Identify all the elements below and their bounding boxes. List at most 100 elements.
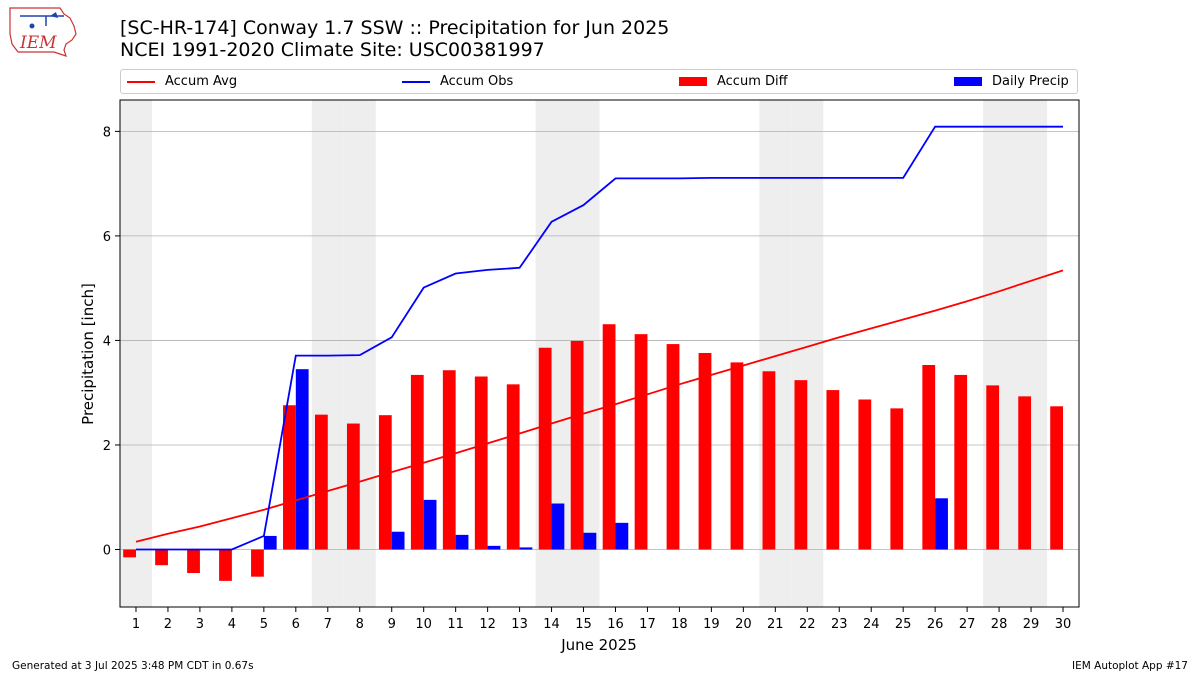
- accum-diff-bar-4: [219, 549, 232, 581]
- x-tick-label-23: 23: [831, 617, 848, 632]
- legend-item-accum-obs: Accum Obs: [402, 70, 513, 93]
- x-tick-label-27: 27: [959, 617, 976, 632]
- x-tick-label-6: 6: [292, 617, 300, 632]
- x-tick-label-10: 10: [415, 617, 432, 632]
- x-tick-label-14: 14: [543, 617, 560, 632]
- x-tick-label-17: 17: [639, 617, 656, 632]
- legend-label-daily-precip: Daily Precip: [992, 74, 1069, 89]
- legend-label-accum-obs: Accum Obs: [440, 74, 514, 89]
- x-tick-label-7: 7: [324, 617, 332, 632]
- accum-diff-bar-6: [283, 405, 296, 550]
- plot-frame: [119, 99, 1080, 608]
- weekend-band-14: [535, 100, 568, 607]
- x-tick-label-19: 19: [703, 617, 720, 632]
- accum-diff-bar-23: [826, 390, 840, 550]
- accum-diff-bar-16: [602, 324, 616, 550]
- y-tick-label-0: 0: [103, 544, 111, 559]
- accum-diff-bar-29: [1018, 396, 1032, 550]
- accum-avg-line: [135, 269, 1064, 543]
- x-tick-label-24: 24: [863, 617, 880, 632]
- accum-diff-bar-9: [378, 415, 392, 550]
- daily-precip-bar-10: [423, 499, 437, 550]
- accum-diff-bar-3: [187, 549, 200, 574]
- legend-item-accum-diff: Accum Diff: [679, 70, 788, 93]
- x-tick-label-21: 21: [767, 617, 784, 632]
- svg-text:IEM: IEM: [19, 33, 57, 53]
- accum-diff-bar-14: [538, 347, 552, 550]
- x-tick-label-26: 26: [927, 617, 944, 632]
- daily-precip-bar-15: [583, 532, 597, 550]
- accum-diff-bar-26: [922, 364, 936, 550]
- weekend-band-15: [567, 100, 600, 607]
- accum-diff-bar-1: [123, 549, 136, 558]
- iem-logo: IEM: [9, 7, 77, 57]
- legend-item-accum-avg: Accum Avg: [127, 70, 237, 93]
- legend-label-accum-diff: Accum Diff: [717, 74, 788, 89]
- x-tick-label-18: 18: [671, 617, 688, 632]
- y-axis-label: Precipitation [inch]: [79, 283, 97, 425]
- x-tick-label-11: 11: [447, 617, 464, 632]
- daily-precip-bar-5: [263, 535, 277, 550]
- weekend-band-29: [1015, 100, 1048, 607]
- accum-diff-bar-27: [954, 374, 968, 550]
- weekend-band-8: [343, 100, 376, 607]
- x-tick-label-20: 20: [735, 617, 752, 632]
- weekend-band-7: [311, 100, 344, 607]
- x-tick-label-4: 4: [228, 617, 236, 632]
- daily-precip-bar-14: [551, 503, 565, 550]
- y-tick-label-2: 2: [103, 439, 111, 454]
- accum-obs-line: [136, 125, 1063, 551]
- legend: Accum Avg Accum Obs Accum Diff Daily Pre…: [120, 69, 1078, 94]
- accum-diff-bar-20: [730, 362, 744, 550]
- accum-diff-bar-17: [634, 334, 648, 550]
- x-tick-label-28: 28: [991, 617, 1008, 632]
- weekend-band-28: [983, 100, 1016, 607]
- chart-subtitle: NCEI 1991-2020 Climate Site: USC00381997: [120, 39, 545, 61]
- legend-swatch-accum-diff: [679, 77, 707, 86]
- x-tick-label-30: 30: [1055, 617, 1072, 632]
- accum-diff-bar-8: [346, 423, 360, 550]
- weekend-band-22: [791, 100, 824, 607]
- footer-app: IEM Autoplot App #17: [1072, 660, 1188, 672]
- y-tick-label-6: 6: [103, 230, 111, 245]
- accum-diff-bar-28: [986, 385, 1000, 550]
- accum-diff-bar-10: [410, 374, 424, 550]
- weekend-band-21: [759, 100, 792, 607]
- accum-diff-bar-24: [858, 399, 872, 550]
- x-tick-label-2: 2: [164, 617, 172, 632]
- x-tick-label-12: 12: [479, 617, 496, 632]
- accum-diff-bar-30: [1050, 406, 1064, 550]
- accum-diff-bar-5: [251, 549, 264, 577]
- y-tick-label-8: 8: [103, 125, 111, 140]
- daily-precip-bar-16: [615, 522, 629, 550]
- x-axis-label: June 2025: [560, 636, 637, 654]
- daily-precip-bar-12: [487, 545, 501, 550]
- accum-diff-bar-11: [442, 370, 456, 550]
- weekend-band-1: [120, 100, 152, 607]
- x-tick-label-1: 1: [132, 617, 140, 632]
- x-tick-label-3: 3: [196, 617, 204, 632]
- legend-swatch-daily-precip: [954, 77, 982, 86]
- daily-precip-bar-6: [295, 369, 309, 550]
- y-tick-label-4: 4: [103, 334, 111, 349]
- accum-diff-bar-19: [698, 352, 712, 550]
- legend-label-accum-avg: Accum Avg: [165, 74, 238, 89]
- daily-precip-bar-13: [519, 547, 533, 550]
- accum-diff-bar-2: [155, 549, 168, 566]
- x-tick-label-25: 25: [895, 617, 912, 632]
- legend-swatch-accum-avg: [127, 80, 155, 83]
- x-tick-label-22: 22: [799, 617, 816, 632]
- x-tick-label-8: 8: [356, 617, 364, 632]
- accum-diff-bar-12: [474, 376, 488, 550]
- x-tick-label-16: 16: [607, 617, 624, 632]
- daily-precip-bar-9: [391, 531, 405, 550]
- accum-diff-bar-7: [314, 414, 328, 550]
- accum-diff-bar-21: [762, 371, 776, 550]
- footer-generated: Generated at 3 Jul 2025 3:48 PM CDT in 0…: [12, 660, 254, 672]
- x-tick-label-29: 29: [1023, 617, 1040, 632]
- accum-diff-bar-15: [570, 340, 584, 550]
- x-tick-label-5: 5: [260, 617, 268, 632]
- accum-diff-bar-25: [890, 408, 904, 550]
- daily-precip-bar-11: [455, 534, 469, 550]
